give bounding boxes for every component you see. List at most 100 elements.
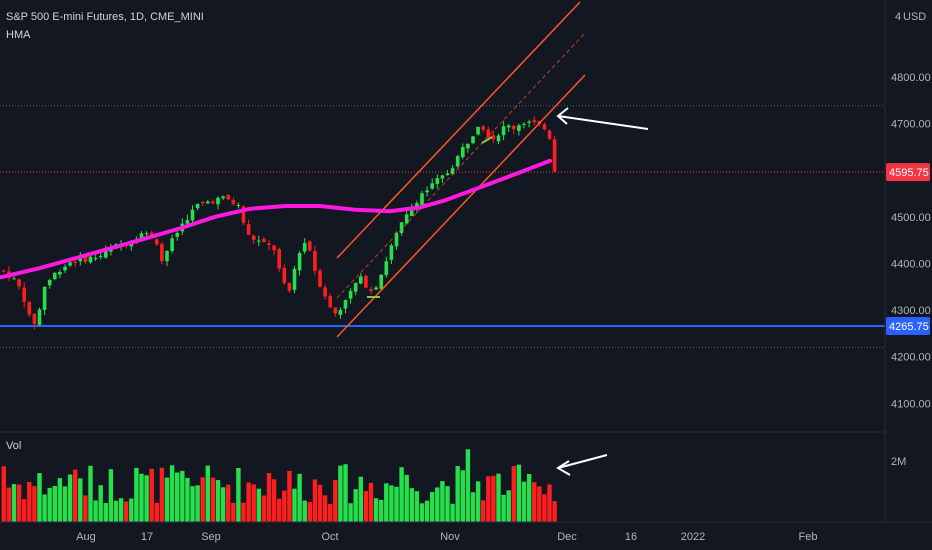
last-price-tag <box>886 163 930 182</box>
volume-bar <box>312 479 318 522</box>
volume-bars <box>1 449 557 522</box>
candle-body <box>17 279 21 287</box>
support-price-tag <box>886 317 930 336</box>
volume-bar <box>27 481 32 522</box>
y-tick-label: 4200.00 <box>891 352 931 364</box>
volume-bar <box>297 473 302 522</box>
candle-body <box>287 282 292 291</box>
candle-body <box>318 270 322 287</box>
candle-body <box>343 299 348 309</box>
volume-bar <box>195 485 200 522</box>
candle-body <box>328 296 332 308</box>
volume-bar <box>22 499 27 522</box>
volume-bar <box>261 495 267 522</box>
volume-bar <box>98 485 103 522</box>
candle-body <box>471 136 475 144</box>
volume-bar <box>159 467 165 522</box>
volume-bar <box>399 467 404 522</box>
volume-bar <box>353 489 358 522</box>
volume-bar <box>322 495 328 522</box>
volume-bar <box>200 477 205 522</box>
candle-body <box>506 125 511 128</box>
volume-bar <box>307 501 312 522</box>
candle-body <box>399 222 404 233</box>
candle-body <box>195 203 200 209</box>
volume-bar <box>220 487 226 522</box>
volume-bar <box>445 486 450 522</box>
volume-bar <box>226 484 231 522</box>
channel-lower <box>336 74 586 338</box>
volume-bar <box>6 487 12 522</box>
candle-body <box>68 262 72 266</box>
volume-bar <box>302 500 307 522</box>
volume-bar <box>113 500 119 522</box>
indicator-label[interactable]: HMA <box>6 29 31 41</box>
volume-bar <box>215 480 221 522</box>
volume-bar <box>32 486 37 522</box>
candle-body <box>83 256 88 262</box>
volume-bar <box>486 476 491 522</box>
volume-bar <box>124 501 129 522</box>
candle-body <box>430 183 434 189</box>
symbol-title[interactable]: S&P 500 E-mini Futures, 1D, CME_MINI <box>6 11 204 23</box>
y-tick-label: 4500.00 <box>891 212 931 224</box>
candle-body <box>389 245 394 260</box>
candle-body <box>552 139 557 172</box>
candle-body <box>251 235 256 240</box>
volume-bar <box>134 467 139 522</box>
volume-bar <box>154 502 159 522</box>
candle-body <box>257 240 261 242</box>
volume-bar <box>338 465 343 522</box>
volume-bar <box>317 484 323 522</box>
volume-bar <box>37 473 42 522</box>
candle-body <box>155 239 159 245</box>
annotation-arrow <box>557 115 649 130</box>
candle-body <box>353 282 358 292</box>
candle-body <box>144 233 149 235</box>
currency-label[interactable]: USD <box>903 11 926 23</box>
candle-body <box>440 175 445 179</box>
volume-bar <box>231 502 236 522</box>
x-tick-label: Feb <box>799 531 818 543</box>
volume-bar <box>409 488 414 522</box>
candle-body <box>461 146 465 158</box>
volume-bar <box>190 486 195 522</box>
volume-bar <box>511 466 516 522</box>
volume-bar <box>526 473 532 522</box>
candle-body <box>165 250 169 262</box>
volume-bar <box>175 472 180 522</box>
volume-bar <box>11 484 17 522</box>
candle-body <box>200 202 205 204</box>
arrow-head <box>556 460 571 476</box>
trend-channel <box>336 1 586 338</box>
candle-body <box>211 201 215 204</box>
candle-body <box>410 208 414 216</box>
channel-upper <box>336 1 581 259</box>
volume-label[interactable]: Vol <box>6 440 22 452</box>
candle-body <box>37 309 42 325</box>
candle-body <box>53 272 57 280</box>
candle-body <box>302 242 307 252</box>
x-tick-label: Oct <box>321 531 338 543</box>
volume-bar <box>455 466 460 522</box>
candle-body <box>394 232 399 247</box>
volume-bar <box>343 464 348 522</box>
candle-body <box>348 290 353 299</box>
hma-line <box>0 158 552 280</box>
candle-body <box>73 261 77 263</box>
arrow-head <box>556 107 569 125</box>
volume-bar <box>394 486 399 522</box>
x-tick-label: Nov <box>440 531 460 543</box>
volume-bar <box>277 498 282 522</box>
candle-body <box>93 258 98 260</box>
candle-body <box>175 232 179 237</box>
candle-body <box>12 278 16 280</box>
volume-bar <box>103 503 108 522</box>
anchor-marker <box>481 136 493 144</box>
volume-bar <box>481 500 486 522</box>
volume-bar <box>210 477 216 522</box>
volume-bar <box>450 503 455 522</box>
candle-body <box>313 250 317 271</box>
candle-body <box>231 200 236 204</box>
